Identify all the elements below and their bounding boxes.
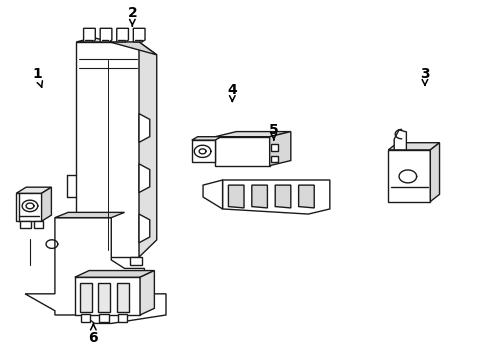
Bar <box>130 257 142 265</box>
Text: 1: 1 <box>32 67 42 87</box>
Polygon shape <box>100 28 112 42</box>
Polygon shape <box>139 42 157 257</box>
Polygon shape <box>133 28 145 42</box>
Polygon shape <box>140 271 154 315</box>
Polygon shape <box>55 212 124 218</box>
Text: 3: 3 <box>419 67 429 85</box>
Polygon shape <box>139 214 149 243</box>
Bar <box>99 314 109 322</box>
Polygon shape <box>429 143 439 202</box>
Polygon shape <box>222 180 329 214</box>
Polygon shape <box>393 130 406 150</box>
Polygon shape <box>117 28 128 42</box>
Polygon shape <box>75 277 140 315</box>
Polygon shape <box>298 185 314 208</box>
Polygon shape <box>215 137 269 166</box>
Bar <box>270 156 277 162</box>
Bar <box>118 314 127 322</box>
Bar <box>117 283 129 312</box>
Text: 2: 2 <box>127 6 137 26</box>
Bar <box>34 221 42 228</box>
Polygon shape <box>75 271 154 277</box>
Polygon shape <box>251 185 267 208</box>
Bar <box>81 314 90 322</box>
Polygon shape <box>387 143 439 150</box>
Polygon shape <box>215 132 290 137</box>
Text: 4: 4 <box>227 84 237 101</box>
Polygon shape <box>203 180 222 209</box>
Polygon shape <box>25 218 165 323</box>
Bar <box>98 283 110 312</box>
Bar <box>80 283 92 312</box>
Polygon shape <box>228 185 244 208</box>
Text: 5: 5 <box>268 123 278 140</box>
Polygon shape <box>76 42 139 257</box>
Bar <box>86 257 98 265</box>
Polygon shape <box>275 185 290 208</box>
Polygon shape <box>83 28 95 42</box>
Bar <box>270 144 277 150</box>
Polygon shape <box>387 150 429 202</box>
Polygon shape <box>139 114 149 142</box>
Polygon shape <box>76 38 157 55</box>
Polygon shape <box>16 187 51 193</box>
Bar <box>20 221 31 228</box>
Polygon shape <box>269 132 290 166</box>
Polygon shape <box>139 164 149 193</box>
Polygon shape <box>41 187 51 221</box>
Polygon shape <box>16 193 41 221</box>
Polygon shape <box>191 140 215 162</box>
Polygon shape <box>191 137 221 140</box>
Text: 6: 6 <box>88 324 98 345</box>
